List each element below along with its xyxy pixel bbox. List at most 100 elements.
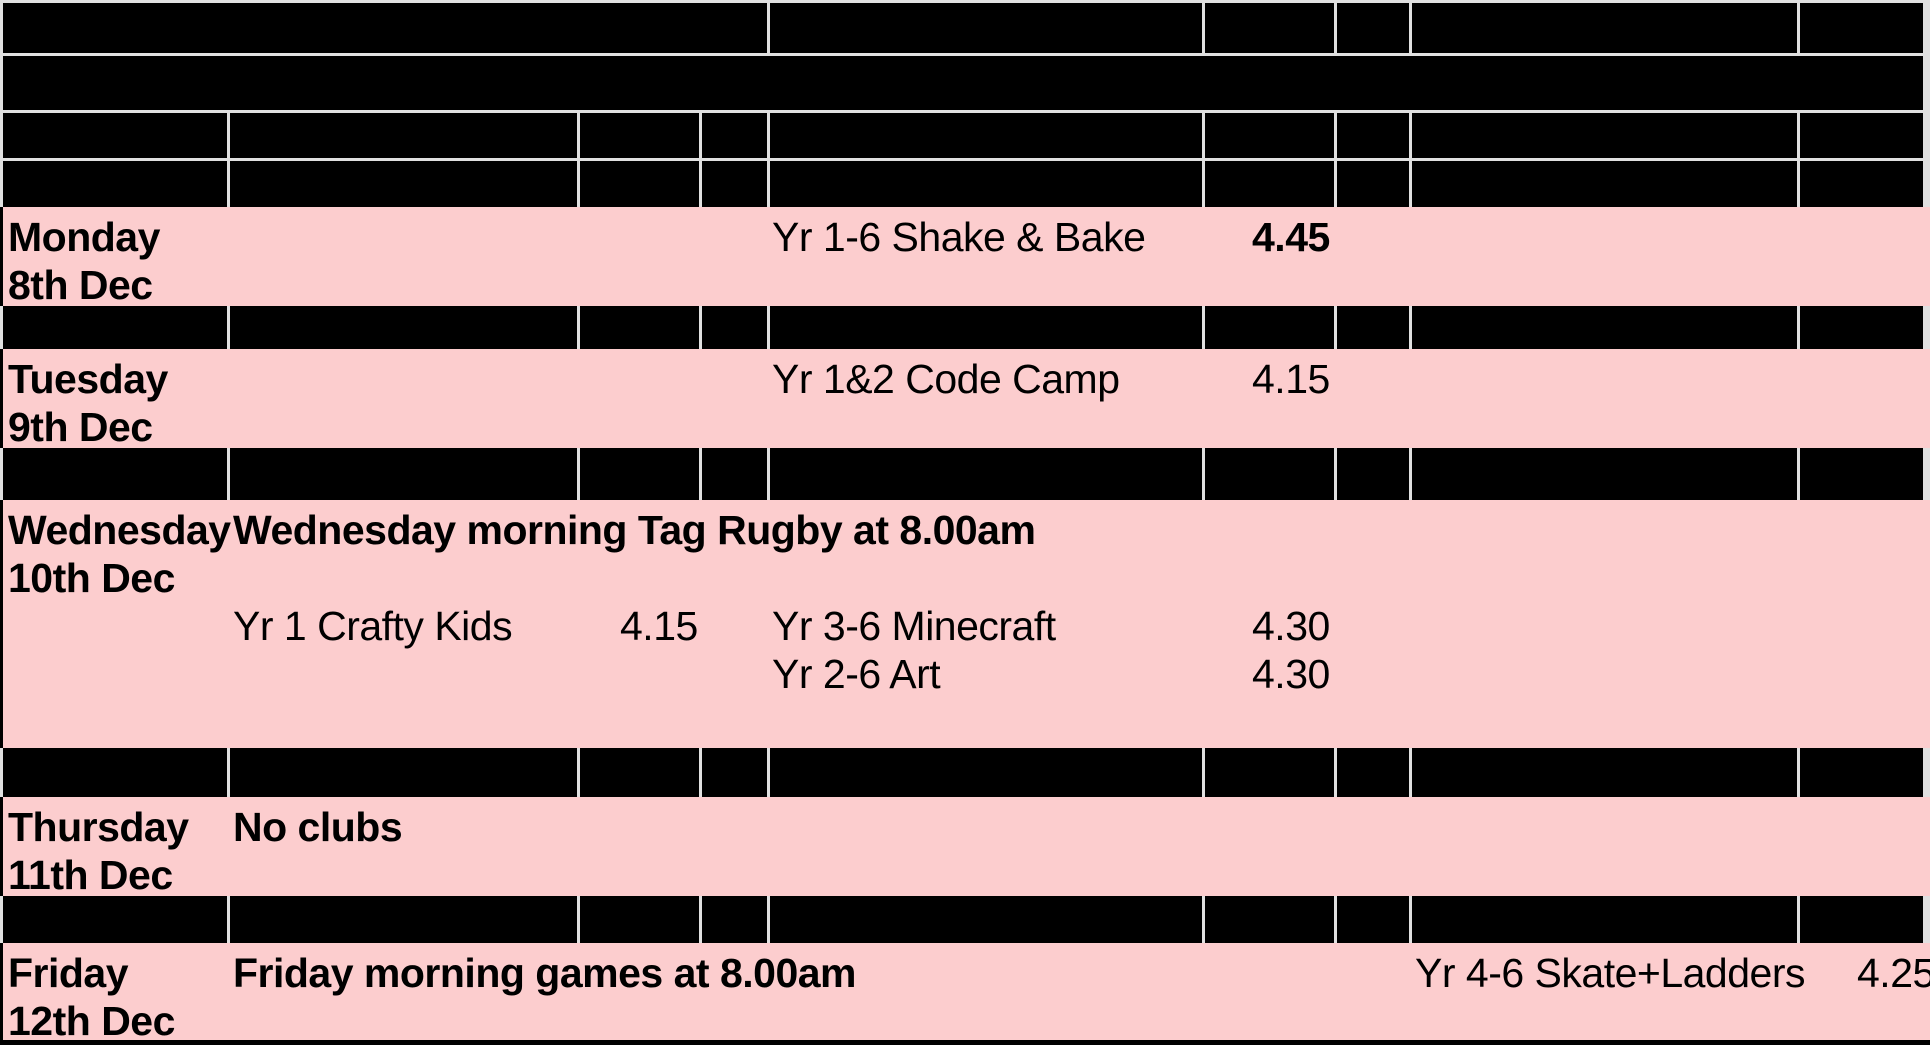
header-row-4 <box>0 161 1930 207</box>
separator-cell <box>1412 748 1797 797</box>
separator-cell <box>230 448 577 500</box>
morning-note: Friday morning games at 8.00am <box>233 950 857 996</box>
separator-cell <box>580 306 699 349</box>
separator-cell <box>1800 896 1923 943</box>
header-row-3 <box>0 113 1930 161</box>
separator-row <box>0 896 1930 943</box>
date-label: 8th Dec <box>8 262 153 308</box>
separator-cell <box>1205 748 1334 797</box>
separator-cell <box>770 306 1202 349</box>
club-time: 4.30 <box>1252 651 1330 697</box>
separator-cell <box>3 896 227 943</box>
club-name: Yr 1&2 Code Camp <box>772 356 1120 402</box>
date-label: 12th Dec <box>8 998 175 1044</box>
club-name: Yr 2-6 Art <box>772 651 941 697</box>
separator-cell <box>1800 448 1923 500</box>
separator-cell <box>702 896 767 943</box>
separator-row <box>0 448 1930 500</box>
separator-cell <box>3 748 227 797</box>
separator-cell <box>580 448 699 500</box>
header-cell <box>770 161 1202 207</box>
separator-row <box>0 748 1930 797</box>
header-cell <box>1412 113 1797 158</box>
separator-cell <box>702 748 767 797</box>
header-cell <box>1337 3 1409 53</box>
header-cell <box>1205 161 1334 207</box>
separator-cell <box>230 896 577 943</box>
header-row-2 <box>0 56 1930 113</box>
separator-cell <box>1337 306 1409 349</box>
club-time: 4.30 <box>1252 603 1330 649</box>
separator-row <box>0 306 1930 349</box>
header-cell <box>3 56 1923 110</box>
header-cell <box>1800 161 1923 207</box>
day-label: Wednesday <box>8 507 231 553</box>
morning-note: Wednesday morning Tag Rugby at 8.00am <box>233 507 1036 553</box>
club-time: 4.25 <box>1857 950 1930 996</box>
header-cell <box>770 3 1202 53</box>
separator-cell <box>702 306 767 349</box>
header-cell <box>230 113 577 158</box>
separator-cell <box>1412 448 1797 500</box>
header-cell <box>702 113 767 158</box>
header-cell <box>1205 3 1334 53</box>
separator-cell <box>1337 896 1409 943</box>
header-cell <box>230 161 577 207</box>
header-cell <box>770 113 1202 158</box>
header-cell <box>1337 161 1409 207</box>
header-cell <box>3 3 767 53</box>
separator-cell <box>1800 748 1923 797</box>
separator-cell <box>1800 306 1923 349</box>
no-clubs-note: No clubs <box>233 804 403 850</box>
separator-cell <box>770 896 1202 943</box>
date-label: 11th Dec <box>8 852 173 898</box>
separator-cell <box>3 306 227 349</box>
header-cell <box>702 161 767 207</box>
separator-cell <box>770 748 1202 797</box>
separator-cell <box>230 306 577 349</box>
header-cell <box>1412 161 1797 207</box>
bottom-edge-row <box>0 1040 1930 1045</box>
day-label: Tuesday <box>8 356 168 402</box>
day-label: Thursday <box>8 804 189 850</box>
header-cell <box>1412 3 1797 53</box>
header-cell <box>1800 3 1923 53</box>
header-cell <box>3 161 227 207</box>
header-cell <box>3 113 227 158</box>
day-label: Friday <box>8 950 129 996</box>
header-cell <box>1205 113 1334 158</box>
thursday-row: Thursday 11th Dec No clubs <box>0 797 1930 898</box>
separator-cell <box>1205 306 1334 349</box>
date-label: 10th Dec <box>8 555 175 601</box>
header-cell <box>580 161 699 207</box>
tuesday-row: Tuesday 9th Dec Yr 1&2 Code Camp 4.15 <box>0 349 1930 450</box>
club-name: Yr 4-6 Skate+Ladders <box>1415 950 1806 996</box>
separator-cell <box>230 748 577 797</box>
date-label: 9th Dec <box>8 404 153 450</box>
club-name: Yr 1-6 Shake & Bake <box>772 214 1146 260</box>
separator-cell <box>1205 448 1334 500</box>
separator-cell <box>770 448 1202 500</box>
club-time: 4.15 <box>620 603 698 649</box>
separator-cell <box>1205 896 1334 943</box>
header-row-1 <box>0 0 1930 56</box>
friday-row: Friday 12th Dec Friday morning games at … <box>0 943 1930 1044</box>
club-time: 4.45 <box>1252 214 1330 260</box>
wednesday-row: Wednesday 10th Dec Wednesday morning Tag… <box>0 500 1930 748</box>
separator-cell <box>580 748 699 797</box>
separator-cell <box>1412 306 1797 349</box>
separator-cell <box>702 448 767 500</box>
club-name: Yr 1 Crafty Kids <box>233 603 513 649</box>
separator-cell <box>3 448 227 500</box>
separator-cell <box>1337 448 1409 500</box>
club-name: Yr 3-6 Minecraft <box>772 603 1056 649</box>
header-cell <box>1800 113 1923 158</box>
separator-cell <box>580 896 699 943</box>
club-time: 4.15 <box>1252 356 1330 402</box>
header-cell <box>580 113 699 158</box>
separator-cell <box>1412 896 1797 943</box>
monday-row: Monday 8th Dec Yr 1-6 Shake & Bake 4.45 <box>0 207 1930 308</box>
header-cell <box>1337 113 1409 158</box>
day-label: Monday <box>8 214 160 260</box>
